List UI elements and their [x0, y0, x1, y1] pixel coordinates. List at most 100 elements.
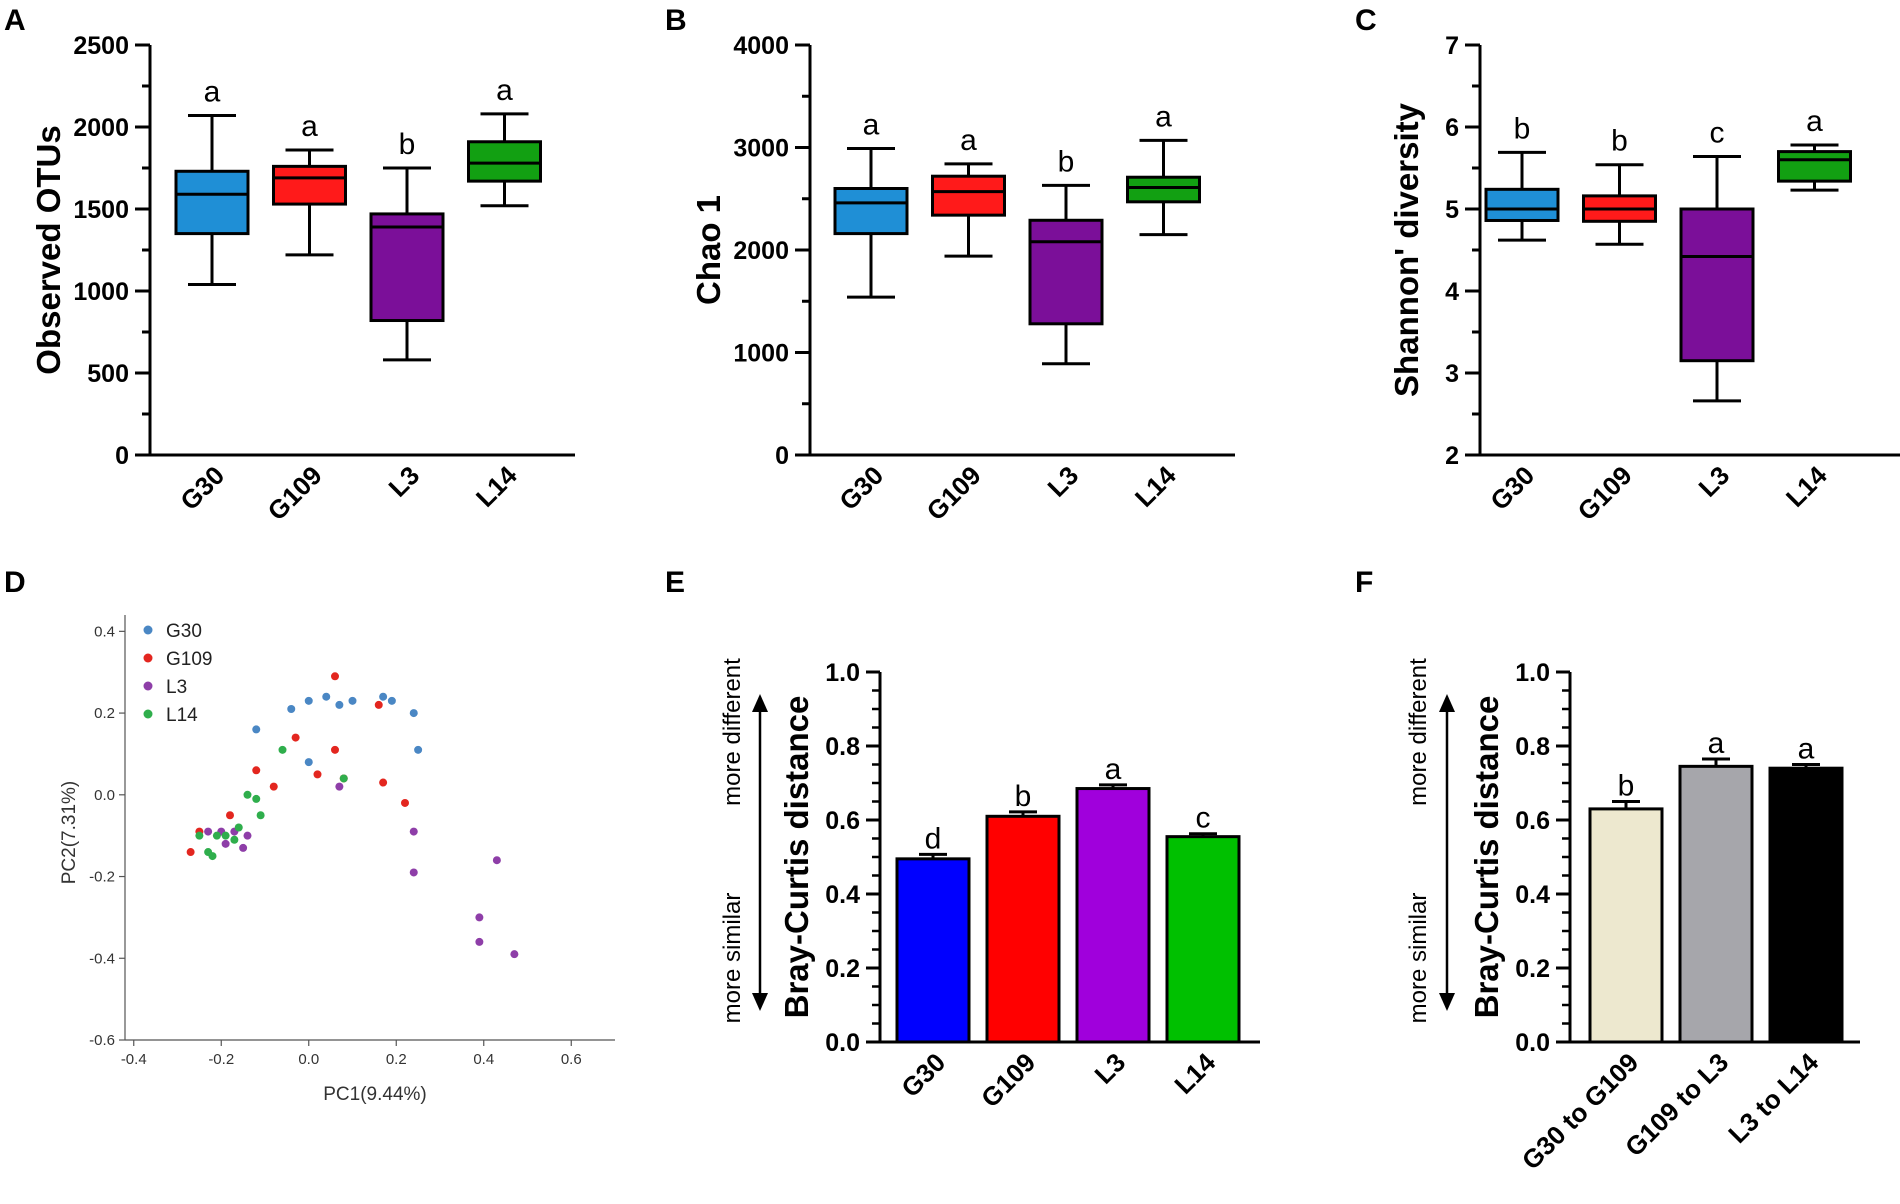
scatter-point-l14	[339, 774, 348, 783]
significance-letter-l14: a	[1155, 100, 1172, 133]
panel-letter-c: C	[1355, 4, 1377, 37]
y-tick-label: 0.4	[1515, 881, 1550, 909]
x-tick-label-l14: L14	[470, 460, 523, 513]
significance-letter-g109: a	[960, 124, 977, 157]
scatter-point-l14	[278, 745, 287, 754]
scatter-point-g109	[374, 700, 383, 709]
pca-scatter-plot: -0.4 -0.2 0.0 0.2 0.4 0.6 -0.6 -0.4 -0.2 0.0 0.2 0.…	[59, 615, 615, 1105]
significance-letter-g30: a	[863, 109, 880, 142]
scatter-point-g109	[186, 848, 195, 857]
scatter-point-l3	[221, 839, 230, 848]
bar-g30-to-g109	[1588, 807, 1664, 1044]
scatter-point-l14	[208, 852, 217, 861]
similarity-arrow-head-up	[752, 694, 768, 712]
bar-g109-to-l3	[1678, 764, 1754, 1044]
side-label-more-similar: more similar	[719, 893, 746, 1024]
scatter-point-l14	[256, 811, 265, 820]
scatter-point-l3	[475, 913, 484, 922]
x-tick-label-l14: L14	[1780, 460, 1833, 513]
y-tick-label: 1.0	[825, 659, 860, 687]
bar-g30	[895, 857, 971, 1044]
y-tick-label: 500	[87, 360, 129, 388]
x-tick-label: -0.2	[208, 1051, 234, 1068]
bar-l3	[1075, 787, 1151, 1044]
scatter-point-l14	[243, 790, 252, 799]
significance-letter-l3: b	[1058, 145, 1075, 178]
y-tick-label: 2000	[733, 237, 789, 265]
significance-letter-l3: a	[1105, 753, 1122, 786]
box-plot-chao1: 0 1000 2000 3000 4000 Chao 1 a G30 a G109 b L3 a L14	[690, 32, 1235, 526]
scatter-point-g30	[322, 692, 331, 701]
scatter-point-g109	[331, 672, 339, 681]
panel-letter-a: A	[4, 4, 26, 37]
x-tick-label-l14: L14	[1168, 1047, 1221, 1100]
significance-letter-g109: b	[1611, 125, 1628, 158]
y-tick-label: 0	[115, 442, 129, 470]
scatter-point-g30	[335, 700, 344, 709]
legend-label-g30: G30	[166, 621, 202, 642]
panel-letter-f: F	[1355, 566, 1373, 599]
y-tick-label: -0.6	[89, 1032, 115, 1049]
y-axis-label: Observed OTUs	[30, 125, 67, 374]
scatter-point-l3	[492, 856, 501, 865]
significance-letter-l3: b	[399, 128, 416, 161]
box-l3	[1028, 218, 1104, 326]
legend-marker-l3	[143, 681, 153, 691]
scatter-point-g109	[226, 811, 234, 820]
y-axis-label: Bray-Curtis distance	[778, 696, 815, 1019]
box-l14	[1777, 150, 1852, 183]
panel-letter-e: E	[665, 566, 685, 599]
y-tick-label: 1500	[73, 196, 129, 224]
bar-l3-to-l14	[1768, 766, 1844, 1044]
scatter-point-g109	[252, 766, 261, 775]
y-tick-label: -0.2	[89, 869, 115, 886]
bar-chart-bray-curtis-transitions: 0.0 0.2 0.4 0.6 0.8 1.0 Bray-Curtis distance mo…	[1405, 658, 1860, 1176]
box-l14	[467, 140, 542, 183]
legend-marker-g30	[143, 625, 153, 635]
significance-letter-g30-to-g109: b	[1618, 770, 1635, 803]
y-tick-label: 3	[1445, 360, 1459, 388]
significance-letter-g109-to-l3: a	[1708, 727, 1725, 760]
x-tick-label-g30: G30	[895, 1047, 951, 1103]
y-tick-label: 1000	[73, 278, 129, 306]
x-tick-label-g109: G109	[921, 460, 987, 526]
y-tick-label: 2000	[73, 114, 129, 142]
y-tick-label: 0.0	[825, 1029, 860, 1057]
scatter-point-l14	[230, 835, 239, 844]
side-label-more-different: more different	[1405, 658, 1432, 806]
side-label-more-similar: more similar	[1405, 893, 1432, 1024]
box-g30	[833, 187, 909, 236]
scatter-point-g30	[348, 696, 357, 705]
y-axis-label: PC2(7.31%)	[59, 781, 80, 885]
box-l3	[1679, 207, 1755, 363]
y-tick-label: 4	[1445, 278, 1459, 306]
scatter-point-g30	[414, 745, 423, 754]
scatter-point-l3	[204, 827, 213, 836]
x-tick-label-l3: L3	[383, 460, 426, 503]
x-tick-label: -0.4	[121, 1051, 147, 1068]
y-tick-label: 0	[775, 442, 789, 470]
box-plot-shannon: 2 3 4 5 6 7 Shannon' diversity b G30 b G109 c L3 a L14	[1388, 32, 1900, 526]
y-tick-label: 0.8	[825, 733, 860, 761]
y-tick-label: 1000	[733, 340, 789, 368]
x-tick-label-g109: G109	[975, 1047, 1041, 1113]
y-tick-label: -0.4	[89, 950, 115, 967]
scatter-point-l14	[252, 794, 261, 803]
y-tick-label: 0.4	[94, 623, 115, 640]
y-tick-label: 2500	[73, 32, 129, 60]
scatter-point-g109	[401, 798, 409, 807]
y-tick-label: 3000	[733, 135, 789, 163]
bar-chart-bray-curtis-groups: 0.0 0.2 0.4 0.6 0.8 1.0 Bray-Curtis distance mo…	[719, 658, 1260, 1113]
scatter-point-g30	[304, 758, 313, 767]
y-axis-label: Bray-Curtis distance	[1468, 696, 1505, 1019]
x-tick-label: 0.0	[298, 1051, 319, 1068]
scatter-point-l3	[510, 950, 519, 959]
x-tick-label-l3: L3	[1693, 460, 1736, 503]
legend-marker-l14	[143, 709, 153, 719]
similarity-arrow-head-down	[752, 993, 768, 1011]
x-axis-label: PC1(9.44%)	[323, 1084, 427, 1105]
significance-letter-l3-to-l14: a	[1798, 733, 1815, 766]
significance-letter-l3: c	[1710, 117, 1725, 150]
x-tick-label-g109: G109	[1572, 460, 1638, 526]
